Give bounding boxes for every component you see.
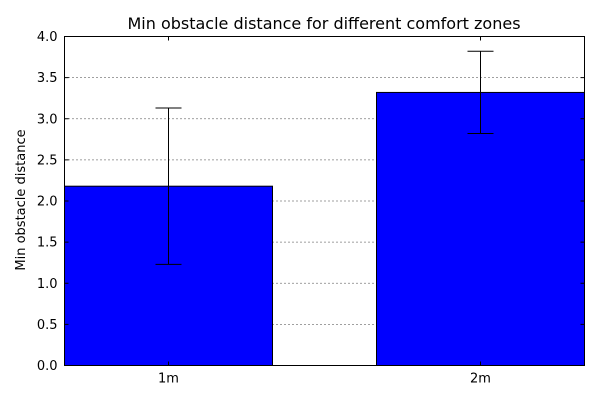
y-tick-label: 2.0 [37,195,58,210]
error-bars [155,50,494,265]
x-axis-ticks: 1m 2m [158,36,491,387]
y-tick-label: 3.5 [37,71,58,86]
y-tick-label: 0.5 [37,318,58,333]
y-tick-label: 1.0 [37,277,58,292]
y-tick-label: 0.0 [37,359,58,374]
gridlines [64,77,585,325]
bars [64,91,585,367]
x-tick-label: 2m [470,372,491,387]
y-tick-label: 3.0 [37,112,58,127]
y-axis-label: Min obstacle distance [14,129,29,270]
x-tick-label: 1m [158,372,179,387]
y-axis-ticks: 0.0 0.5 1.0 1.5 2.0 2.5 3.0 3.5 4.0 [37,30,585,374]
y-tick-label: 4.0 [37,30,58,45]
y-tick-label: 1.5 [37,236,58,251]
y-tick-label: 2.5 [37,153,58,168]
chart-title: Min obstacle distance for different comf… [127,14,520,33]
